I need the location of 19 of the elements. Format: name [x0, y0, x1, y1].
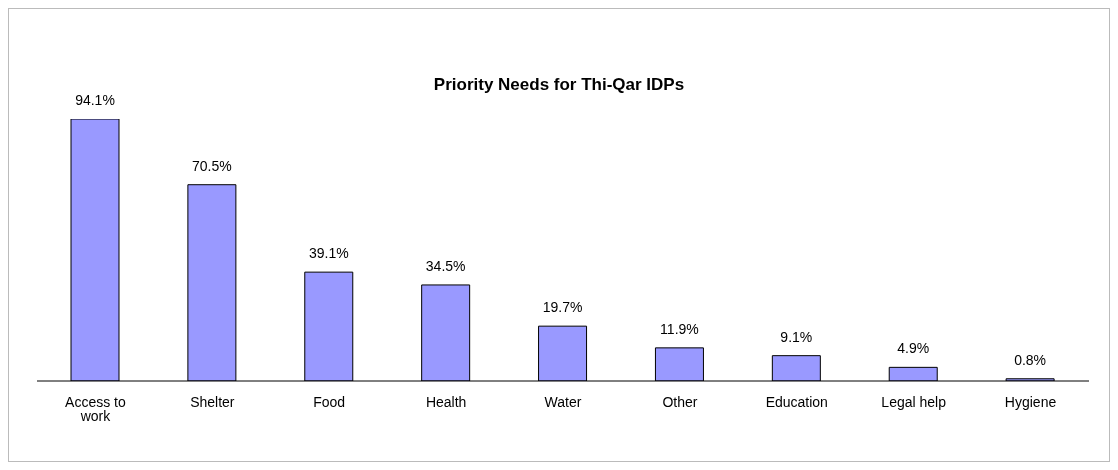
chart-title: Priority Needs for Thi-Qar IDPs [433, 75, 685, 94]
x-tick-label: Shelter [190, 393, 235, 410]
x-tick-label: Other [662, 393, 698, 410]
data-label: 11.9% [660, 320, 699, 337]
x-tick-label: Water [544, 393, 582, 410]
data-label: 94.1% [75, 92, 115, 108]
data-label: 19.7% [542, 299, 583, 316]
x-tick-label: Education [765, 393, 828, 410]
x-tick-label: Legal help [881, 393, 947, 410]
data-label: 39.1% [308, 245, 349, 262]
x-tick-label: Food [313, 393, 346, 410]
data-label: 0.8% [1014, 351, 1047, 368]
data-label: 34.5% [425, 257, 466, 274]
data-label: 70.5% [192, 157, 232, 174]
data-label: 9.1% [780, 328, 813, 345]
x-tick-label: Health [425, 393, 467, 410]
x-tick-label: Hygiene [1004, 393, 1057, 410]
data-label: 4.9% [897, 340, 930, 357]
x-tick-label: Access to work [65, 393, 126, 424]
